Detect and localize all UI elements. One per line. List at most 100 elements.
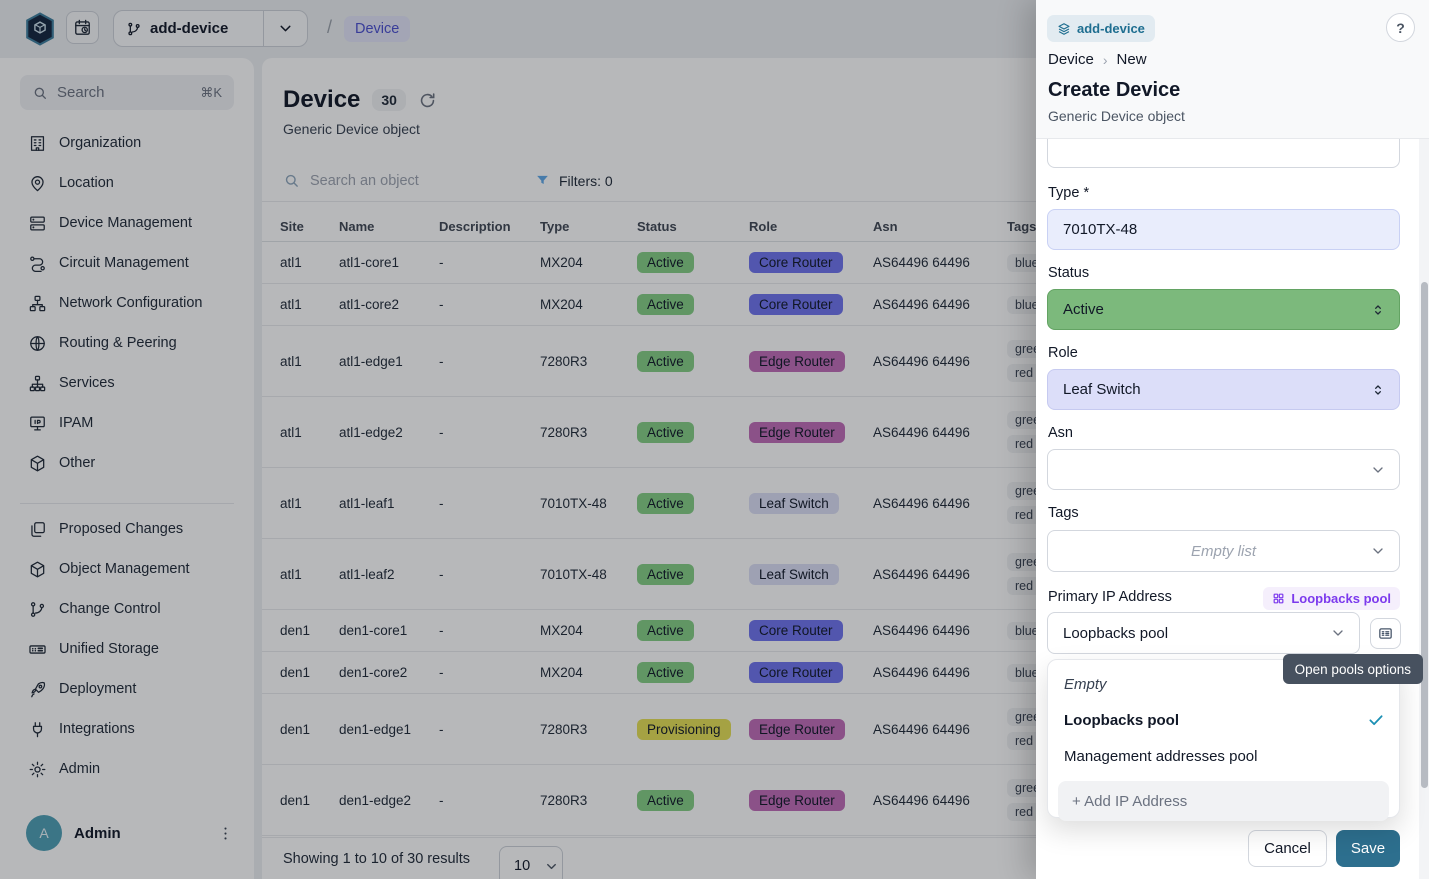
tags-placeholder: Empty list bbox=[1190, 542, 1256, 560]
sidebar-item-services[interactable]: Services bbox=[0, 363, 254, 403]
branch-dropdown-toggle[interactable] bbox=[263, 11, 307, 46]
table-row[interactable]: atl1 atl1-edge2 - 7280R3 Active Edge Router AS… bbox=[262, 397, 1420, 468]
sidebar-item-change-control[interactable]: Change Control bbox=[0, 589, 254, 629]
cell-role: Core Router bbox=[749, 620, 873, 641]
save-button[interactable]: Save bbox=[1336, 830, 1400, 867]
type-label: Type * bbox=[1048, 185, 1090, 201]
column-header-asn[interactable]: Asn bbox=[873, 219, 898, 234]
hierarchy-icon bbox=[28, 294, 47, 313]
cell-asn: AS64496 64496 bbox=[873, 255, 970, 270]
cell-status: Active bbox=[637, 492, 749, 514]
drawer-breadcrumb: Device › New bbox=[1048, 51, 1147, 68]
sidebar-item-ipam[interactable]: IPAM bbox=[0, 403, 254, 443]
cell-description: - bbox=[439, 665, 444, 680]
kebab-menu-icon[interactable] bbox=[217, 825, 234, 842]
chevron-down-icon bbox=[1370, 462, 1386, 478]
sidebar-item-location[interactable]: Location bbox=[0, 163, 254, 203]
user-menu[interactable]: A Admin bbox=[0, 814, 254, 852]
dropdown-option-loopbacks-pool[interactable]: Loopbacks pool bbox=[1048, 702, 1399, 738]
dropdown-option-empty[interactable]: Empty bbox=[1048, 666, 1399, 702]
table-row[interactable]: den1 den1-core2 - MX204 Active Core Router AS6… bbox=[262, 652, 1420, 694]
sidebar-item-integrations[interactable]: Integrations bbox=[0, 709, 254, 749]
sidebar-item-label: Routing & Peering bbox=[59, 335, 177, 351]
role-select[interactable]: Leaf Switch bbox=[1047, 369, 1400, 410]
cancel-button[interactable]: Cancel bbox=[1248, 830, 1327, 867]
sidebar-item-network-configuration[interactable]: Network Configuration bbox=[0, 283, 254, 323]
drawer-overlay[interactable] bbox=[0, 0, 1036, 879]
page-size-select[interactable]: 10 bbox=[499, 846, 563, 879]
cell-status: Active bbox=[637, 563, 749, 585]
tag-pill: red bbox=[1007, 364, 1042, 382]
role-badge: Core Router bbox=[749, 252, 843, 273]
column-header-site[interactable]: Site bbox=[280, 219, 304, 234]
cell-type: MX204 bbox=[540, 623, 583, 638]
user-name: Admin bbox=[74, 824, 121, 842]
app-logo-icon[interactable] bbox=[24, 12, 56, 46]
table-row[interactable]: atl1 atl1-core2 - MX204 Active Core Router AS6… bbox=[262, 284, 1420, 326]
sidebar-item-label: Unified Storage bbox=[59, 641, 159, 657]
tag-pill: red bbox=[1007, 506, 1042, 524]
breadcrumb-device[interactable]: Device bbox=[344, 16, 411, 42]
column-header-status[interactable]: Status bbox=[637, 219, 677, 234]
sidebar-item-other[interactable]: Other bbox=[0, 443, 254, 483]
asn-select[interactable] bbox=[1047, 449, 1400, 490]
table-row[interactable]: atl1 atl1-core1 - MX204 Active Core Router AS6… bbox=[262, 242, 1420, 284]
pool-badge: Loopbacks pool bbox=[1263, 587, 1400, 610]
asn-label: Asn bbox=[1048, 425, 1073, 441]
tags-label: Tags bbox=[1048, 505, 1079, 521]
status-badge: Active bbox=[637, 563, 694, 585]
filters-button[interactable]: Filters: 0 bbox=[535, 173, 613, 189]
column-header-type[interactable]: Type bbox=[540, 219, 570, 234]
cell-name: den1-core1 bbox=[339, 623, 408, 638]
scrollbar-thumb[interactable] bbox=[1420, 282, 1428, 788]
column-header-role[interactable]: Role bbox=[749, 219, 778, 234]
table-row[interactable]: atl1 atl1-edge1 - 7280R3 Active Edge Router AS… bbox=[262, 326, 1420, 397]
column-header-description[interactable]: Description bbox=[439, 219, 511, 234]
sidebar-item-label: Organization bbox=[59, 135, 142, 151]
open-pools-options-button[interactable] bbox=[1370, 618, 1401, 649]
sidebar-item-routing-peering[interactable]: Routing & Peering bbox=[0, 323, 254, 363]
layers-icon bbox=[1057, 22, 1071, 36]
cell-site: atl1 bbox=[280, 255, 302, 270]
column-header-name[interactable]: Name bbox=[339, 219, 375, 234]
sidebar-item-object-management[interactable]: Object Management bbox=[0, 549, 254, 589]
dropdown-option-management-addresses-pool[interactable]: Management addresses pool bbox=[1048, 738, 1399, 774]
type-input[interactable]: 7010TX-48 bbox=[1047, 209, 1400, 250]
status-select[interactable]: Active bbox=[1047, 289, 1400, 330]
sidebar-item-admin[interactable]: Admin bbox=[0, 749, 254, 789]
refresh-icon[interactable] bbox=[418, 91, 437, 110]
sidebar-item-deployment[interactable]: Deployment bbox=[0, 669, 254, 709]
primary-ip-label: Primary IP Address bbox=[1048, 589, 1172, 605]
tag-pill: red bbox=[1007, 577, 1042, 595]
sidebar-item-circuit-management[interactable]: Circuit Management bbox=[0, 243, 254, 283]
add-ip-address-button[interactable]: + Add IP Address bbox=[1058, 781, 1389, 821]
breadcrumb-slash: / bbox=[327, 17, 333, 37]
schedule-button[interactable] bbox=[66, 11, 99, 44]
cell-type: MX204 bbox=[540, 297, 583, 312]
sidebar-item-unified-storage[interactable]: Unified Storage bbox=[0, 629, 254, 669]
sidebar-item-organization[interactable]: Organization bbox=[0, 123, 254, 163]
branch-selector[interactable]: add-device bbox=[113, 10, 308, 47]
object-search-input[interactable]: Search an object bbox=[310, 172, 419, 189]
sidebar: Search ⌘K Organization Location Device Man… bbox=[0, 58, 254, 879]
sidebar-search-input[interactable]: Search ⌘K bbox=[20, 75, 234, 110]
breadcrumb-parent[interactable]: Device bbox=[1048, 51, 1094, 68]
cell-site: atl1 bbox=[280, 297, 302, 312]
cell-role: Core Router bbox=[749, 294, 873, 315]
sidebar-item-label: Proposed Changes bbox=[59, 521, 184, 537]
tags-select[interactable]: Empty list bbox=[1047, 530, 1400, 572]
sidebar-item-proposed-changes[interactable]: Proposed Changes bbox=[0, 509, 254, 549]
drawer-title: Create Device bbox=[1048, 79, 1181, 101]
primary-ip-value: Loopbacks pool bbox=[1063, 624, 1169, 642]
sidebar-item-device-management[interactable]: Device Management bbox=[0, 203, 254, 243]
grid-icon bbox=[1272, 592, 1285, 605]
table-row[interactable]: den1 den1-core1 - MX204 Active Core Router AS6… bbox=[262, 610, 1420, 652]
cell-status: Active bbox=[637, 252, 749, 273]
table-row[interactable]: atl1 atl1-leaf2 - 7010TX-48 Active Leaf Switc… bbox=[262, 539, 1420, 610]
cell-site: den1 bbox=[280, 623, 311, 638]
primary-ip-select[interactable]: Loopbacks pool bbox=[1047, 612, 1360, 654]
column-header-tags[interactable]: Tags bbox=[1007, 219, 1037, 234]
role-label: Role bbox=[1048, 345, 1078, 361]
cell-status: Active bbox=[637, 620, 749, 641]
help-button[interactable]: ? bbox=[1386, 13, 1415, 42]
